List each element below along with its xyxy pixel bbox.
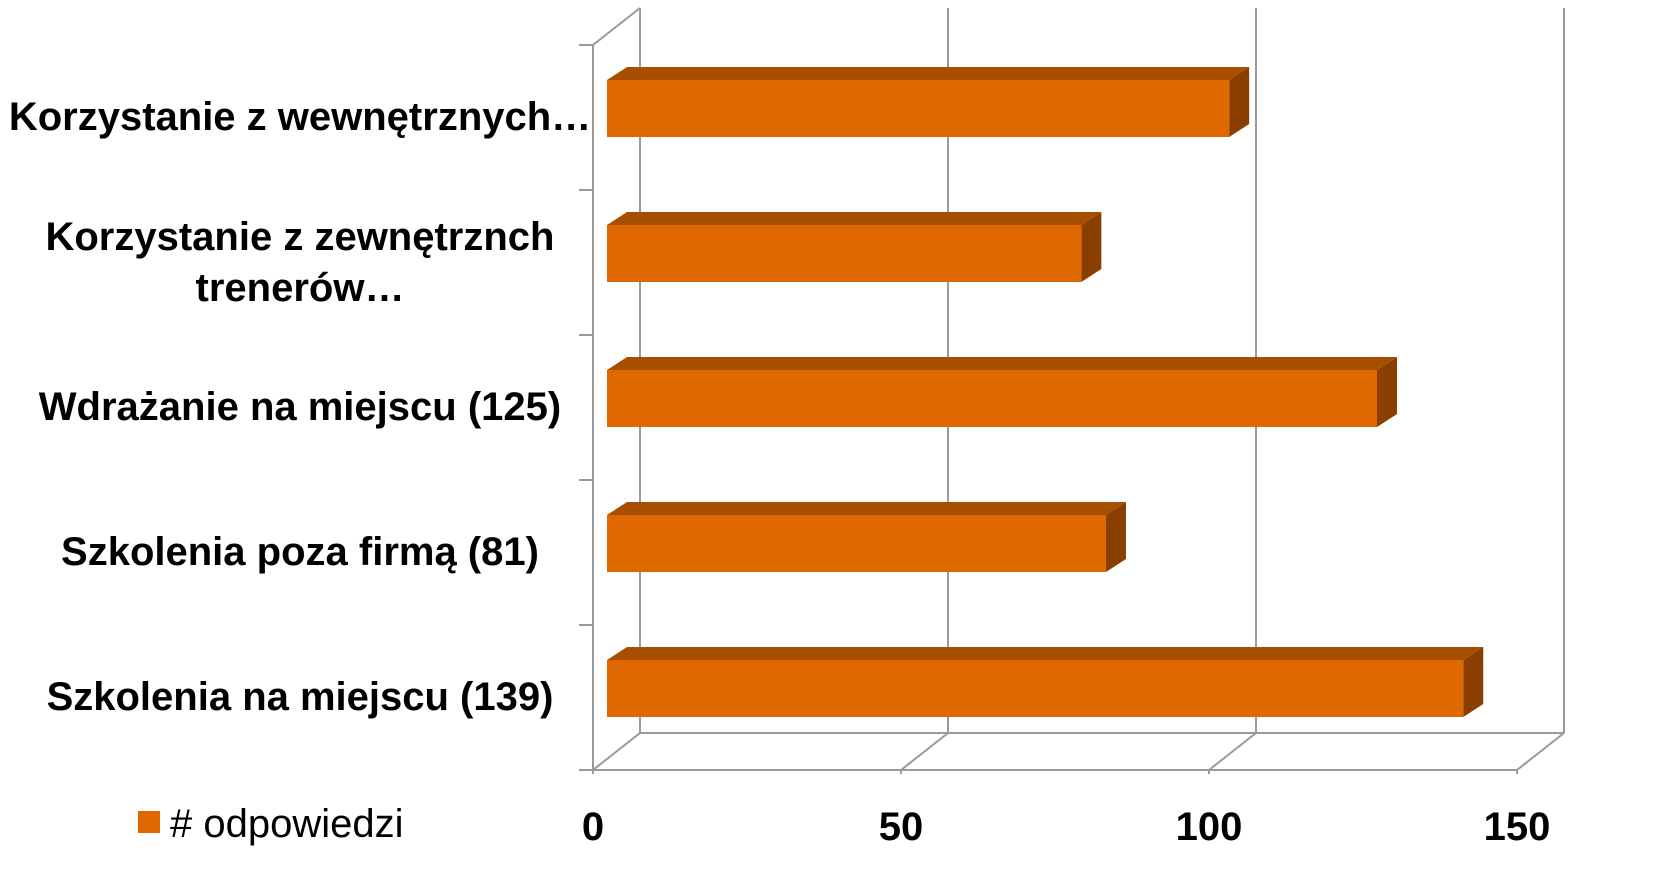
bar-side <box>1105 502 1126 572</box>
y-tick-label: Korzystanie z zewnętrznch trenerów… <box>45 214 555 310</box>
x-tick-label: 150 <box>1484 805 1551 849</box>
y-tick-label: Szkolenia na miejscu (139) <box>46 675 554 719</box>
legend-label: # odpowiedzi <box>170 802 404 846</box>
x-tick-label: 100 <box>1176 805 1243 849</box>
bar-top <box>607 212 1102 225</box>
x-tick-label: 50 <box>879 805 924 849</box>
bar <box>607 370 1377 427</box>
bar-side <box>1463 647 1484 717</box>
bar-side <box>1229 67 1250 137</box>
bar <box>607 515 1106 572</box>
grid-line <box>592 732 641 771</box>
grid-line <box>1208 732 1257 771</box>
bar <box>607 660 1464 717</box>
y-tick-label: Korzystanie z wewnętrznych… <box>8 95 592 139</box>
grid-line <box>900 732 949 771</box>
bar-top <box>607 647 1484 660</box>
bar <box>607 80 1230 137</box>
y-tick-label: Szkolenia poza firmą (81) <box>61 530 539 574</box>
wall-edge <box>592 7 641 46</box>
bar-side <box>1081 212 1102 282</box>
x-tick-label: 0 <box>582 805 604 849</box>
bar-top <box>607 67 1250 80</box>
bar <box>607 225 1082 282</box>
bar-top <box>607 357 1397 370</box>
y-tick-label: Wdrażanie na miejscu (125) <box>38 385 562 429</box>
grid-line <box>1516 732 1565 771</box>
bar-top <box>607 502 1126 515</box>
bar-side <box>1377 357 1397 427</box>
legend-swatch <box>138 811 160 833</box>
